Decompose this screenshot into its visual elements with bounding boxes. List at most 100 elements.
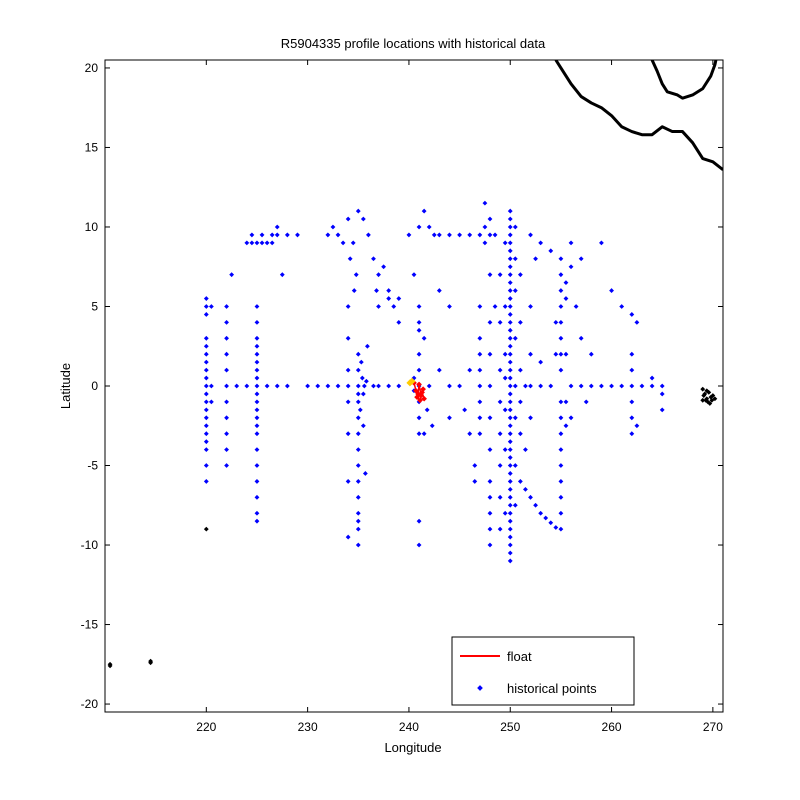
historical-point	[659, 383, 665, 389]
historical-point	[507, 367, 513, 373]
historical-point	[381, 264, 387, 270]
historical-point	[507, 264, 513, 270]
historical-point	[345, 367, 351, 373]
x-tick-label: 240	[399, 720, 419, 734]
x-tick-label: 260	[602, 720, 622, 734]
historical-point	[224, 431, 229, 437]
historical-point	[254, 447, 260, 453]
float-start-point	[406, 379, 414, 387]
historical-point	[254, 367, 260, 373]
historical-point	[254, 240, 260, 246]
historical-point	[416, 327, 422, 333]
historical-point	[533, 256, 538, 262]
historical-point	[224, 319, 229, 325]
historical-point	[224, 447, 229, 453]
float-point	[419, 389, 425, 396]
historical-point	[254, 463, 260, 468]
historical-point	[553, 351, 559, 357]
historical-point	[467, 367, 473, 373]
historical-point	[345, 216, 351, 222]
historical-point	[416, 367, 422, 373]
historical-point	[517, 367, 523, 373]
black-point	[710, 393, 716, 398]
historical-point	[502, 407, 508, 413]
historical-point	[254, 431, 260, 437]
historical-point	[507, 280, 513, 286]
historical-point	[208, 399, 214, 405]
historical-point	[355, 383, 361, 389]
historical-point	[229, 272, 235, 278]
historical-point	[208, 304, 214, 309]
historical-point	[548, 520, 554, 526]
historical-point	[360, 423, 366, 429]
historical-point	[203, 447, 209, 453]
historical-point	[224, 399, 229, 405]
historical-point	[254, 359, 260, 365]
historical-point	[224, 463, 229, 468]
historical-point	[376, 383, 381, 389]
historical-point	[254, 304, 260, 309]
historical-point	[355, 391, 361, 397]
historical-point	[203, 375, 209, 381]
historical-point	[363, 378, 369, 384]
historical-point	[203, 343, 209, 349]
y-tick-label: 5	[91, 299, 98, 313]
plot-area	[104, 59, 724, 713]
historical-point	[568, 264, 574, 270]
historical-point	[203, 431, 209, 437]
historical-point	[416, 224, 422, 230]
historical-point	[436, 367, 442, 373]
historical-point	[487, 319, 493, 325]
historical-point	[264, 383, 270, 389]
x-tick-label: 220	[196, 720, 216, 734]
historical-point	[269, 240, 275, 246]
historical-point	[224, 304, 229, 309]
legend: float historical points	[451, 636, 635, 706]
black-point	[700, 397, 706, 403]
coastline-layer	[554, 60, 723, 171]
historical-point	[634, 319, 640, 325]
historical-point	[512, 256, 518, 262]
historical-point	[269, 232, 275, 238]
historical-point	[517, 479, 523, 484]
historical-point	[634, 423, 640, 429]
legend-historical-swatch	[477, 685, 483, 691]
historical-point	[482, 240, 488, 246]
historical-point	[507, 550, 513, 556]
historical-point	[588, 383, 594, 389]
historical-point	[629, 367, 635, 373]
historical-point	[507, 455, 513, 460]
y-axis: -20 -15 -10 -5 0 5 10 15 20	[81, 61, 723, 711]
historical-point	[284, 383, 290, 389]
historical-point	[512, 463, 518, 468]
historical-point	[649, 383, 655, 389]
historical-point	[472, 479, 478, 484]
historical-point	[274, 232, 280, 238]
historical-point	[548, 383, 554, 389]
historical-point	[578, 256, 584, 262]
historical-point	[355, 479, 361, 484]
historical-point	[507, 407, 513, 413]
historical-point	[507, 240, 513, 246]
historical-point	[355, 208, 361, 214]
historical-point	[507, 224, 513, 230]
historical-point	[416, 319, 422, 325]
historical-point	[523, 383, 528, 389]
historical-point	[396, 383, 402, 389]
historical-point	[254, 343, 260, 349]
historical-point	[502, 240, 508, 246]
historical-point	[512, 224, 518, 230]
x-axis-label: Longitude	[384, 740, 441, 755]
y-tick-label: -10	[81, 538, 99, 552]
historical-point	[340, 240, 346, 246]
historical-point	[512, 335, 518, 341]
y-tick-label: -5	[87, 459, 98, 473]
historical-point	[543, 515, 549, 521]
historical-point	[517, 319, 523, 325]
historical-point	[254, 375, 260, 381]
historical-point	[436, 232, 442, 238]
historical-point	[538, 383, 544, 389]
historical-point	[487, 494, 493, 500]
historical-point	[629, 312, 635, 317]
historical-point	[350, 240, 356, 246]
